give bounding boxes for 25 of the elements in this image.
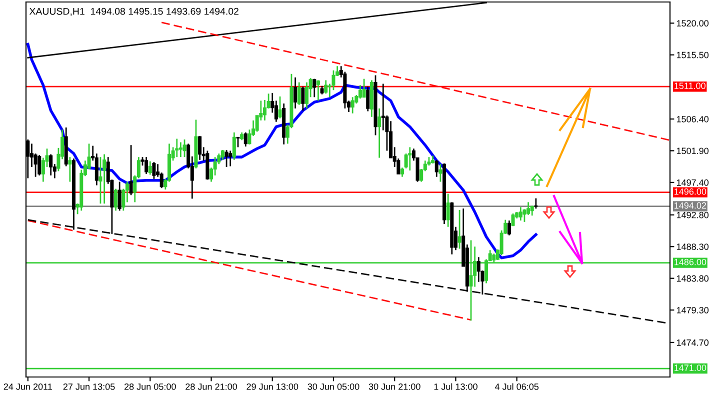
y-tick-label: 1520.00 — [676, 20, 709, 27]
y-tick-label: 1492.80 — [676, 212, 709, 218]
x-tick-label: 1 Jul 13:00 — [434, 383, 478, 390]
y-tick-label: 1488.30 — [676, 244, 709, 250]
y-tick-label: 1515.50 — [676, 52, 709, 58]
x-tick-label: 28 Jun 21:00 — [186, 383, 238, 390]
ref-line-label: 1511.00 — [674, 82, 706, 90]
text: XAUUSD,H1 1494.08 1495.15 1493.69 1494.02 — [29, 8, 238, 16]
ref-line-label: 1494.02 — [674, 202, 706, 209]
x-tick-label: 27 Jun 13:05 — [63, 383, 115, 390]
x-tick-label: 4 Jul 06:05 — [494, 383, 539, 390]
y-tick-label: 1497.40 — [676, 179, 709, 186]
ref-line-label: 1471.00 — [674, 364, 706, 371]
y-tick-label: 1479.30 — [676, 307, 709, 314]
x-tick-label: 30 Jun 05:00 — [308, 383, 360, 390]
ref-line-label: 1496.00 — [674, 188, 706, 195]
x-tick-label: 28 Jun 05:00 — [124, 383, 176, 390]
y-tick-label: 1483.80 — [676, 275, 709, 282]
x-tick-label: 29 Jun 13:00 — [246, 383, 298, 390]
y-tick-label: 1474.70 — [676, 339, 709, 346]
x-tick-label: 30 Jun 21:00 — [368, 383, 420, 390]
y-tick-label: 1506.40 — [676, 116, 709, 122]
y-tick-label: 1501.90 — [676, 148, 709, 154]
ref-line-label: 1486.00 — [674, 258, 706, 266]
x-tick-label: 24 Jun 2011 — [4, 383, 52, 390]
